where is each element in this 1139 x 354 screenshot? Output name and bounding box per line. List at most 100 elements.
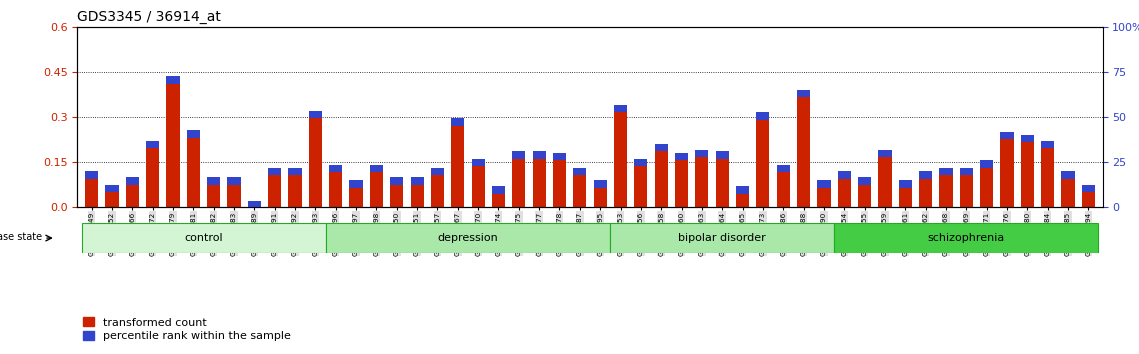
Legend: transformed count, percentile rank within the sample: transformed count, percentile rank withi… bbox=[83, 317, 290, 341]
Bar bbox=[573, 168, 587, 176]
Bar bbox=[715, 152, 729, 159]
Bar bbox=[960, 168, 973, 207]
Text: depression: depression bbox=[437, 233, 499, 243]
Bar bbox=[837, 171, 851, 178]
Bar bbox=[919, 171, 932, 207]
Bar bbox=[1041, 141, 1055, 148]
Bar bbox=[715, 152, 729, 207]
Bar bbox=[834, 223, 1098, 253]
Bar bbox=[350, 180, 362, 207]
Bar bbox=[614, 105, 628, 112]
Bar bbox=[513, 152, 525, 207]
Bar bbox=[611, 223, 834, 253]
Bar bbox=[166, 76, 180, 84]
Bar bbox=[370, 165, 383, 207]
Bar bbox=[797, 90, 810, 97]
Text: disease state: disease state bbox=[0, 232, 42, 241]
Bar bbox=[248, 201, 261, 207]
Bar bbox=[268, 168, 281, 207]
Bar bbox=[288, 168, 302, 207]
Text: bipolar disorder: bipolar disorder bbox=[679, 233, 767, 243]
Bar bbox=[146, 141, 159, 148]
Bar bbox=[391, 177, 403, 207]
Bar bbox=[391, 177, 403, 184]
Bar bbox=[431, 168, 444, 207]
Bar bbox=[370, 165, 383, 172]
Bar bbox=[736, 186, 749, 194]
Bar bbox=[858, 177, 871, 207]
Text: control: control bbox=[185, 233, 223, 243]
Bar bbox=[1041, 141, 1055, 207]
Bar bbox=[329, 165, 343, 172]
Bar bbox=[756, 112, 770, 207]
Text: schizophrenia: schizophrenia bbox=[927, 233, 1005, 243]
Bar bbox=[85, 171, 98, 178]
Bar bbox=[207, 177, 220, 207]
Bar bbox=[533, 152, 546, 159]
Bar bbox=[736, 186, 749, 207]
Text: GDS3345 / 36914_at: GDS3345 / 36914_at bbox=[77, 10, 221, 24]
Bar bbox=[818, 180, 830, 188]
Bar bbox=[777, 165, 789, 207]
Bar bbox=[106, 184, 118, 192]
Bar bbox=[573, 168, 587, 207]
Bar bbox=[1021, 135, 1034, 207]
Bar bbox=[552, 153, 566, 160]
Bar bbox=[858, 177, 871, 184]
Bar bbox=[350, 180, 362, 188]
Bar bbox=[1062, 171, 1074, 207]
Bar bbox=[472, 159, 485, 207]
Bar bbox=[82, 223, 326, 253]
Bar bbox=[940, 168, 952, 207]
Bar bbox=[675, 153, 688, 160]
Bar bbox=[960, 168, 973, 176]
Bar bbox=[228, 177, 240, 207]
Bar bbox=[552, 153, 566, 207]
Bar bbox=[106, 184, 118, 207]
Bar bbox=[268, 168, 281, 176]
Bar bbox=[1082, 184, 1095, 207]
Bar bbox=[533, 152, 546, 207]
Bar bbox=[410, 177, 424, 184]
Bar bbox=[228, 177, 240, 184]
Bar bbox=[166, 76, 180, 207]
Bar bbox=[309, 111, 322, 118]
Bar bbox=[940, 168, 952, 176]
Bar bbox=[146, 141, 159, 207]
Bar bbox=[125, 177, 139, 184]
Bar bbox=[899, 180, 912, 207]
Bar bbox=[756, 112, 770, 120]
Bar bbox=[492, 186, 505, 194]
Bar bbox=[1021, 135, 1034, 142]
Bar bbox=[980, 160, 993, 207]
Bar bbox=[837, 171, 851, 207]
Bar bbox=[777, 165, 789, 172]
Bar bbox=[593, 180, 607, 207]
Bar bbox=[1062, 171, 1074, 178]
Bar bbox=[797, 90, 810, 207]
Bar bbox=[818, 180, 830, 207]
Bar bbox=[326, 223, 611, 253]
Bar bbox=[187, 130, 200, 207]
Bar bbox=[695, 150, 708, 158]
Bar bbox=[309, 111, 322, 207]
Bar bbox=[593, 180, 607, 188]
Bar bbox=[1000, 132, 1014, 207]
Bar bbox=[655, 144, 667, 152]
Bar bbox=[125, 177, 139, 207]
Bar bbox=[675, 153, 688, 207]
Bar bbox=[492, 186, 505, 207]
Bar bbox=[1000, 132, 1014, 139]
Bar bbox=[451, 118, 465, 207]
Bar bbox=[614, 105, 628, 207]
Bar bbox=[878, 150, 892, 207]
Bar bbox=[878, 150, 892, 158]
Bar bbox=[472, 159, 485, 166]
Bar bbox=[919, 171, 932, 178]
Bar bbox=[980, 160, 993, 168]
Bar bbox=[634, 159, 647, 207]
Bar bbox=[899, 180, 912, 188]
Bar bbox=[207, 177, 220, 184]
Bar bbox=[431, 168, 444, 176]
Bar bbox=[187, 130, 200, 138]
